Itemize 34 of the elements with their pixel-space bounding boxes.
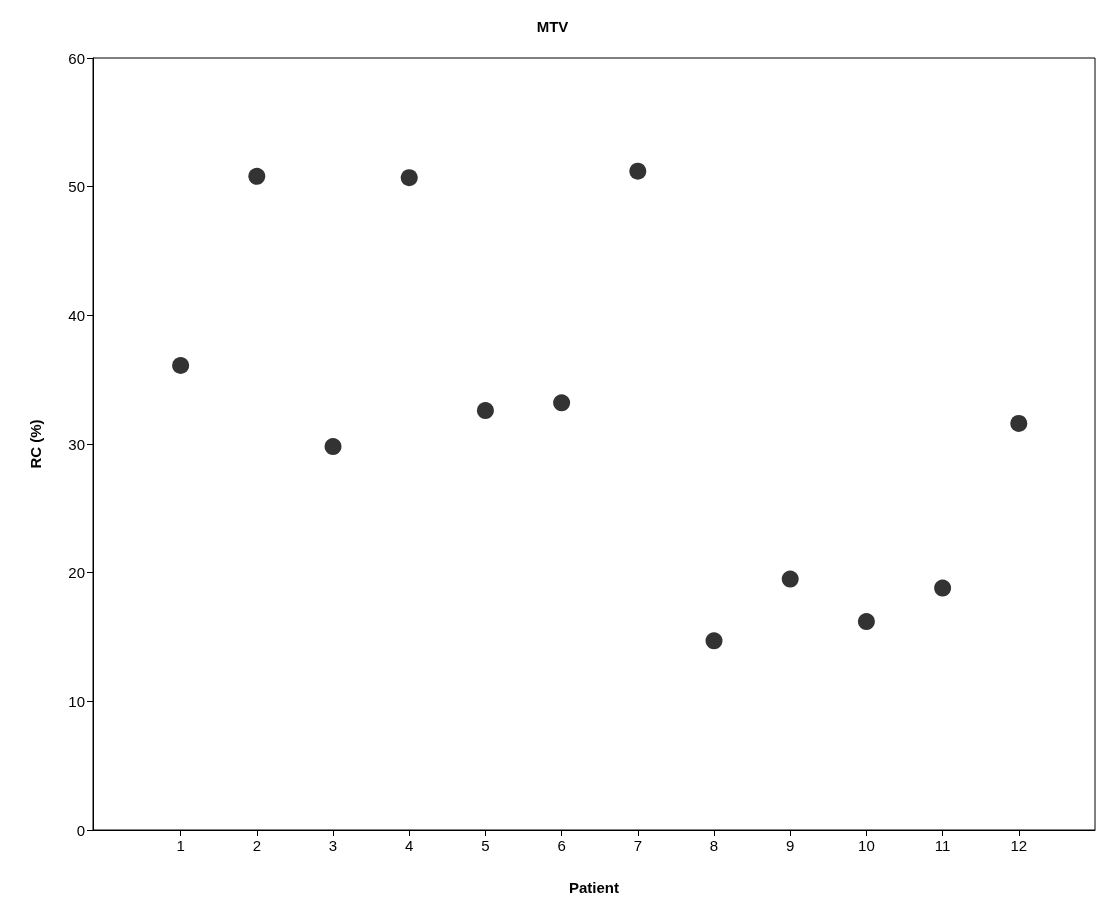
x-tick-label: 10 [858,837,875,854]
x-tick-label: 6 [557,837,566,854]
y-tick-label: 40 [68,306,85,324]
x-tick-label: 2 [252,837,261,854]
point [172,357,190,375]
point [1010,414,1028,432]
y-tick-label: 30 [68,435,85,453]
point [248,167,266,185]
y-tick-label: 60 [68,49,85,67]
y-tick-label: 20 [68,564,85,582]
x-tick-label: 11 [934,837,951,854]
point [934,579,952,597]
y-axis-title: RC (%) [27,419,44,469]
x-axis-title: Patient [568,879,620,896]
y-tick-label: 50 [68,178,85,196]
x-tick-label: 5 [481,837,490,854]
y-tick-label: 10 [68,692,85,710]
x-tick-label: 4 [405,837,414,854]
point [476,402,494,420]
x-tick-label: 1 [176,837,185,854]
y-tick-label: 0 [76,821,85,839]
point [705,632,723,650]
x-tick-label: 7 [633,837,642,854]
x-tick-label: 3 [328,837,338,854]
chart-title: MTV [536,18,569,35]
x-tick-label: 12 [1010,837,1028,854]
x-tick-label: 9 [786,837,795,854]
point [629,162,647,180]
point [324,438,342,456]
point [781,570,799,588]
point [400,169,418,187]
point [857,613,875,631]
point [553,394,571,412]
x-tick-label: 8 [709,837,719,854]
